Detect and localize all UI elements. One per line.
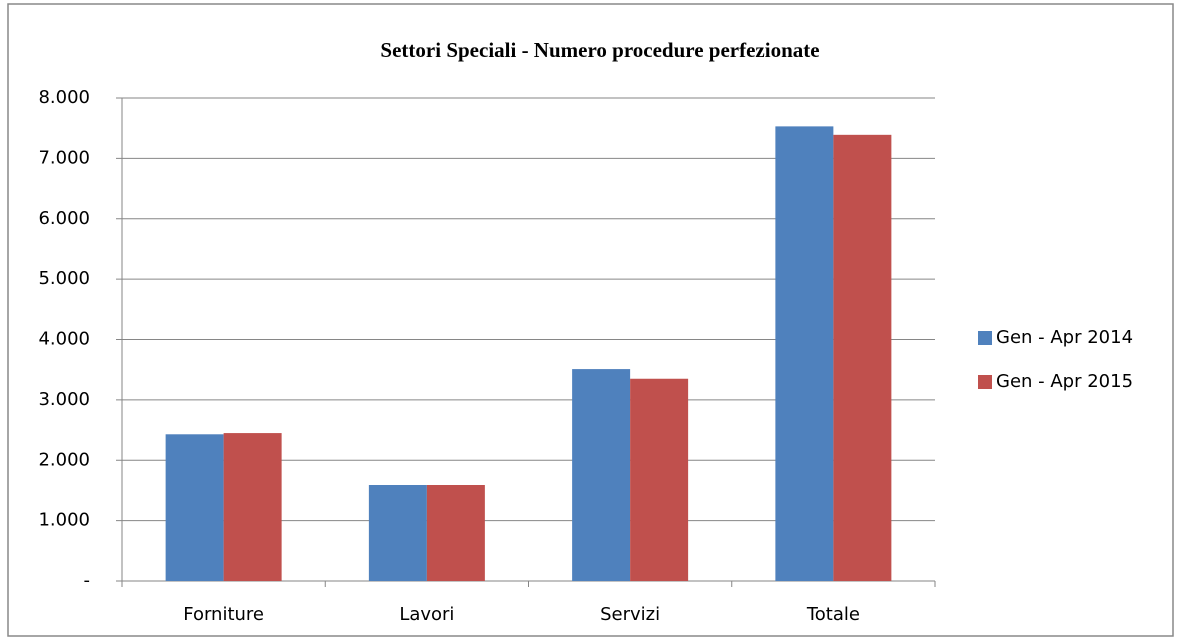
bar [833, 134, 892, 582]
bar [165, 434, 224, 581]
y-tick-label: 3.000 [38, 389, 90, 410]
legend-swatch [978, 375, 992, 389]
x-tick-label: Totale [806, 604, 860, 625]
chart-title: Settori Speciali - Numero procedure perf… [380, 38, 819, 62]
y-tick-label: 5.000 [38, 268, 90, 289]
x-tick-label: Lavori [399, 604, 454, 625]
bar [775, 126, 834, 581]
y-tick-label: 2.000 [38, 449, 90, 470]
x-tick-label: Forniture [183, 604, 264, 625]
bar [368, 485, 427, 581]
bar [426, 485, 485, 581]
x-tick-label: Servizi [600, 604, 660, 625]
bar [223, 433, 282, 581]
y-tick-label: 4.000 [38, 329, 90, 350]
y-tick-label: 1.000 [38, 510, 90, 531]
legend-label: Gen - Apr 2014 [996, 327, 1133, 348]
bar [572, 369, 631, 581]
y-tick-label: 7.000 [38, 147, 90, 168]
bar [630, 378, 689, 581]
y-tick-label: 6.000 [38, 208, 90, 229]
y-tick-label: - [84, 570, 91, 591]
legend-label: Gen - Apr 2015 [996, 371, 1133, 392]
legend-swatch [978, 331, 992, 345]
y-tick-label: 8.000 [38, 87, 90, 108]
